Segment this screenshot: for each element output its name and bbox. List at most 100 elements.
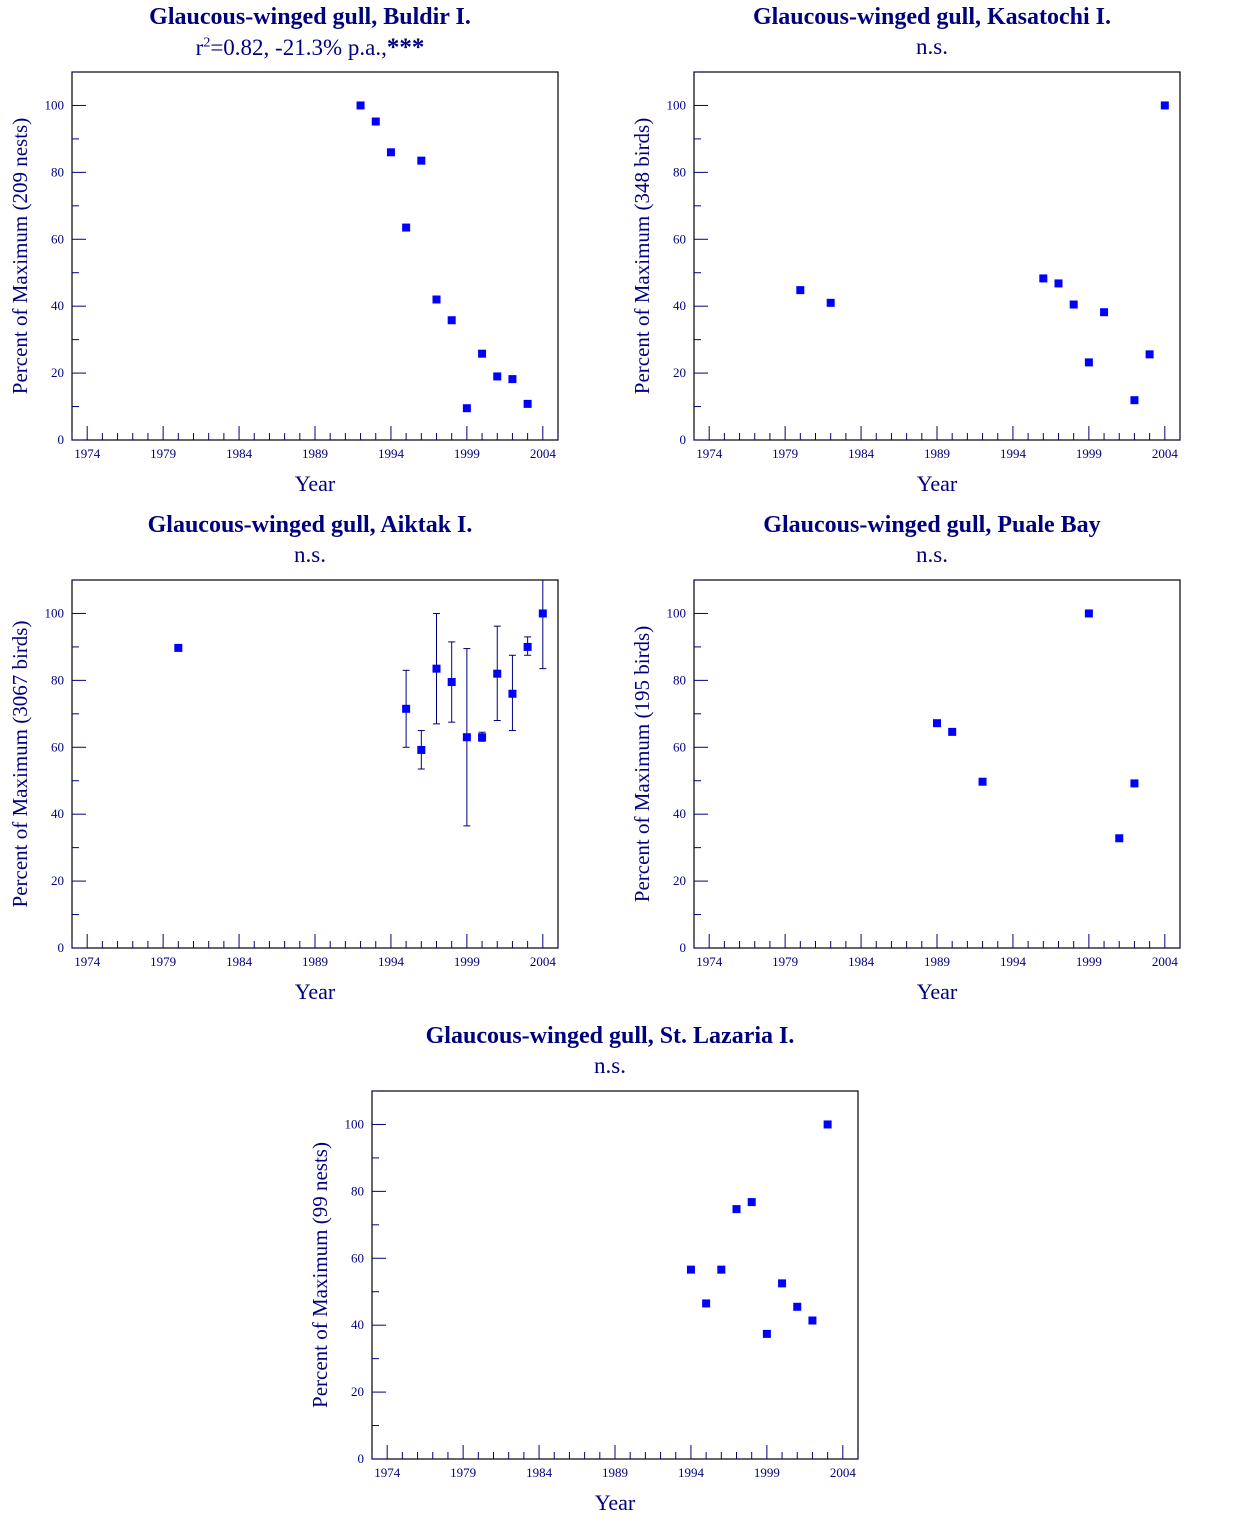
x-axis-label: Year xyxy=(295,471,336,496)
chart-panel-st-lazaria: Glaucous-winged gull, St. Lazaria I. n.s… xyxy=(300,1019,920,1524)
x-axis-label: Year xyxy=(595,1490,636,1515)
data-point xyxy=(824,1120,832,1128)
y-tick-label: 100 xyxy=(667,605,687,620)
data-point xyxy=(387,148,395,156)
x-tick-label: 1994 xyxy=(378,954,405,969)
data-point xyxy=(539,609,547,617)
y-tick-label: 0 xyxy=(58,432,65,447)
plot-frame xyxy=(72,72,558,440)
data-point xyxy=(717,1266,725,1274)
data-point xyxy=(778,1279,786,1287)
y-tick-label: 100 xyxy=(345,1116,365,1131)
data-point xyxy=(827,299,835,307)
data-point xyxy=(1115,834,1123,842)
y-axis-label: Percent of Maximum (195 birds) xyxy=(630,626,654,902)
y-tick-label: 0 xyxy=(358,1451,365,1466)
plot-frame xyxy=(372,1091,858,1459)
data-point xyxy=(493,670,501,678)
y-axis-label: Percent of Maximum (348 birds) xyxy=(630,118,654,394)
data-point xyxy=(1161,101,1169,109)
x-tick-label: 1974 xyxy=(74,446,101,461)
chart-plot-st-lazaria: 1974 1979 1984 1989 1994 1999 2004 0 20 40 60 80 100… xyxy=(300,1019,920,1524)
x-tick-label: 1989 xyxy=(602,1465,628,1480)
chart-plot-puale-bay: 1974 1979 1984 1989 1994 1999 2004 0 20 40 60 80 100… xyxy=(622,508,1242,1013)
data-point xyxy=(1055,279,1063,287)
x-axis-label: Year xyxy=(917,979,958,1004)
x-tick-label: 1979 xyxy=(772,954,798,969)
y-tick-label: 40 xyxy=(51,298,64,313)
x-tick-label: 1999 xyxy=(454,954,480,969)
x-axis-label: Year xyxy=(917,471,958,496)
data-point xyxy=(1070,301,1078,309)
data-point xyxy=(1146,350,1154,358)
y-tick-label: 0 xyxy=(680,940,687,955)
data-point xyxy=(793,1303,801,1311)
y-tick-label: 80 xyxy=(51,164,64,179)
x-tick-label: 1989 xyxy=(302,954,328,969)
data-point xyxy=(448,678,456,686)
x-tick-label: 1979 xyxy=(772,446,798,461)
data-point xyxy=(478,733,486,741)
x-tick-label: 2004 xyxy=(1152,446,1179,461)
x-tick-label: 1994 xyxy=(1000,954,1027,969)
y-tick-label: 60 xyxy=(51,739,64,754)
y-tick-label: 60 xyxy=(351,1250,364,1265)
y-tick-label: 80 xyxy=(673,672,686,687)
y-tick-label: 20 xyxy=(51,365,64,380)
data-point xyxy=(948,728,956,736)
y-tick-label: 40 xyxy=(673,298,686,313)
x-tick-label: 1989 xyxy=(924,954,950,969)
y-tick-label: 80 xyxy=(673,164,686,179)
y-tick-label: 100 xyxy=(45,605,65,620)
chart-plot-buldir: 1974 1979 1984 1989 1994 1999 2004020406080100… xyxy=(0,0,620,505)
x-tick-label: 1994 xyxy=(378,446,405,461)
y-tick-label: 40 xyxy=(351,1317,364,1332)
data-point xyxy=(1039,274,1047,282)
data-point xyxy=(433,665,441,673)
data-point xyxy=(433,295,441,303)
data-point xyxy=(1130,779,1138,787)
x-tick-label: 1994 xyxy=(678,1465,705,1480)
y-tick-label: 100 xyxy=(667,97,687,112)
x-tick-label: 1999 xyxy=(454,446,480,461)
chart-plot-aiktak: 1974 1979 1984 1989 1994 1999 2004020406080100… xyxy=(0,508,620,1013)
data-point xyxy=(796,286,804,294)
data-point xyxy=(417,746,425,754)
data-point xyxy=(1085,358,1093,366)
data-point xyxy=(478,350,486,358)
data-point xyxy=(508,690,516,698)
x-tick-label: 1979 xyxy=(150,446,176,461)
data-point xyxy=(763,1330,771,1338)
data-point xyxy=(1100,308,1108,316)
x-tick-label: 2004 xyxy=(530,446,557,461)
y-tick-label: 20 xyxy=(51,873,64,888)
y-tick-label: 40 xyxy=(51,806,64,821)
x-tick-label: 1979 xyxy=(450,1465,476,1480)
plot-frame xyxy=(72,580,558,948)
data-point xyxy=(493,372,501,380)
y-tick-label: 60 xyxy=(673,739,686,754)
chart-panel-aiktak: Glaucous-winged gull, Aiktak I. n.s. 197… xyxy=(0,508,620,1013)
x-tick-label: 1999 xyxy=(754,1465,780,1480)
x-tick-label: 1979 xyxy=(150,954,176,969)
x-tick-label: 2004 xyxy=(530,954,557,969)
y-tick-label: 60 xyxy=(51,231,64,246)
data-point xyxy=(1130,396,1138,404)
x-tick-label: 1984 xyxy=(526,1465,553,1480)
y-tick-label: 20 xyxy=(673,365,686,380)
x-tick-label: 1974 xyxy=(374,1465,401,1480)
y-tick-label: 20 xyxy=(673,873,686,888)
data-point xyxy=(933,719,941,727)
chart-plot-kasatochi: 1974 1979 1984 1989 1994 1999 2004 0 20 40 60 80 100… xyxy=(622,0,1242,505)
y-tick-label: 100 xyxy=(45,97,65,112)
x-tick-label: 1974 xyxy=(74,954,101,969)
data-point xyxy=(702,1299,710,1307)
plot-frame xyxy=(694,72,1180,440)
data-point xyxy=(524,400,532,408)
x-tick-label: 1994 xyxy=(1000,446,1027,461)
x-tick-label: 1989 xyxy=(302,446,328,461)
y-tick-label: 60 xyxy=(673,231,686,246)
data-point xyxy=(524,643,532,651)
plot-frame xyxy=(694,580,1180,948)
chart-panel-buldir: Glaucous-winged gull, Buldir I. r2=0.82,… xyxy=(0,0,620,505)
